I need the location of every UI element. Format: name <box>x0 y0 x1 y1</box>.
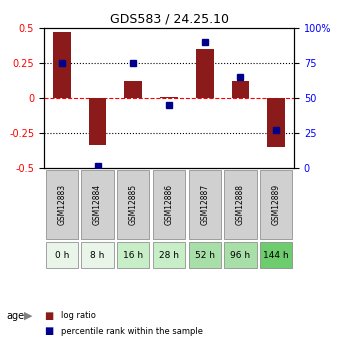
Text: 52 h: 52 h <box>195 250 215 259</box>
FancyBboxPatch shape <box>153 242 185 268</box>
Text: GSM12883: GSM12883 <box>57 184 66 225</box>
Text: percentile rank within the sample: percentile rank within the sample <box>61 327 203 336</box>
FancyBboxPatch shape <box>224 170 257 239</box>
FancyBboxPatch shape <box>189 170 221 239</box>
Text: ■: ■ <box>44 311 53 321</box>
FancyBboxPatch shape <box>117 242 149 268</box>
Bar <box>232 81 249 98</box>
Text: GSM12889: GSM12889 <box>272 184 281 225</box>
FancyBboxPatch shape <box>224 242 257 268</box>
Bar <box>196 49 214 98</box>
Bar <box>160 97 178 98</box>
FancyBboxPatch shape <box>189 242 221 268</box>
FancyBboxPatch shape <box>81 242 114 268</box>
FancyBboxPatch shape <box>117 170 149 239</box>
Text: ▶: ▶ <box>24 311 32 321</box>
Bar <box>89 98 106 145</box>
FancyBboxPatch shape <box>46 170 78 239</box>
FancyBboxPatch shape <box>46 242 78 268</box>
Text: GSM12884: GSM12884 <box>93 184 102 225</box>
Text: 8 h: 8 h <box>90 250 105 259</box>
Text: 28 h: 28 h <box>159 250 179 259</box>
Bar <box>267 98 285 147</box>
Text: GSM12887: GSM12887 <box>200 184 209 225</box>
Text: GSM12888: GSM12888 <box>236 184 245 225</box>
FancyBboxPatch shape <box>260 170 292 239</box>
FancyBboxPatch shape <box>260 242 292 268</box>
Text: age: age <box>7 311 25 321</box>
Title: GDS583 / 24.25.10: GDS583 / 24.25.10 <box>110 12 228 25</box>
Text: 96 h: 96 h <box>231 250 250 259</box>
Text: GSM12886: GSM12886 <box>165 184 173 225</box>
Text: log ratio: log ratio <box>61 311 96 320</box>
Text: 16 h: 16 h <box>123 250 143 259</box>
Text: 0 h: 0 h <box>55 250 69 259</box>
Bar <box>124 81 142 98</box>
Text: ■: ■ <box>44 326 53 336</box>
FancyBboxPatch shape <box>81 170 114 239</box>
FancyBboxPatch shape <box>153 170 185 239</box>
Text: GSM12885: GSM12885 <box>129 184 138 225</box>
Bar <box>53 32 71 98</box>
Text: 144 h: 144 h <box>263 250 289 259</box>
